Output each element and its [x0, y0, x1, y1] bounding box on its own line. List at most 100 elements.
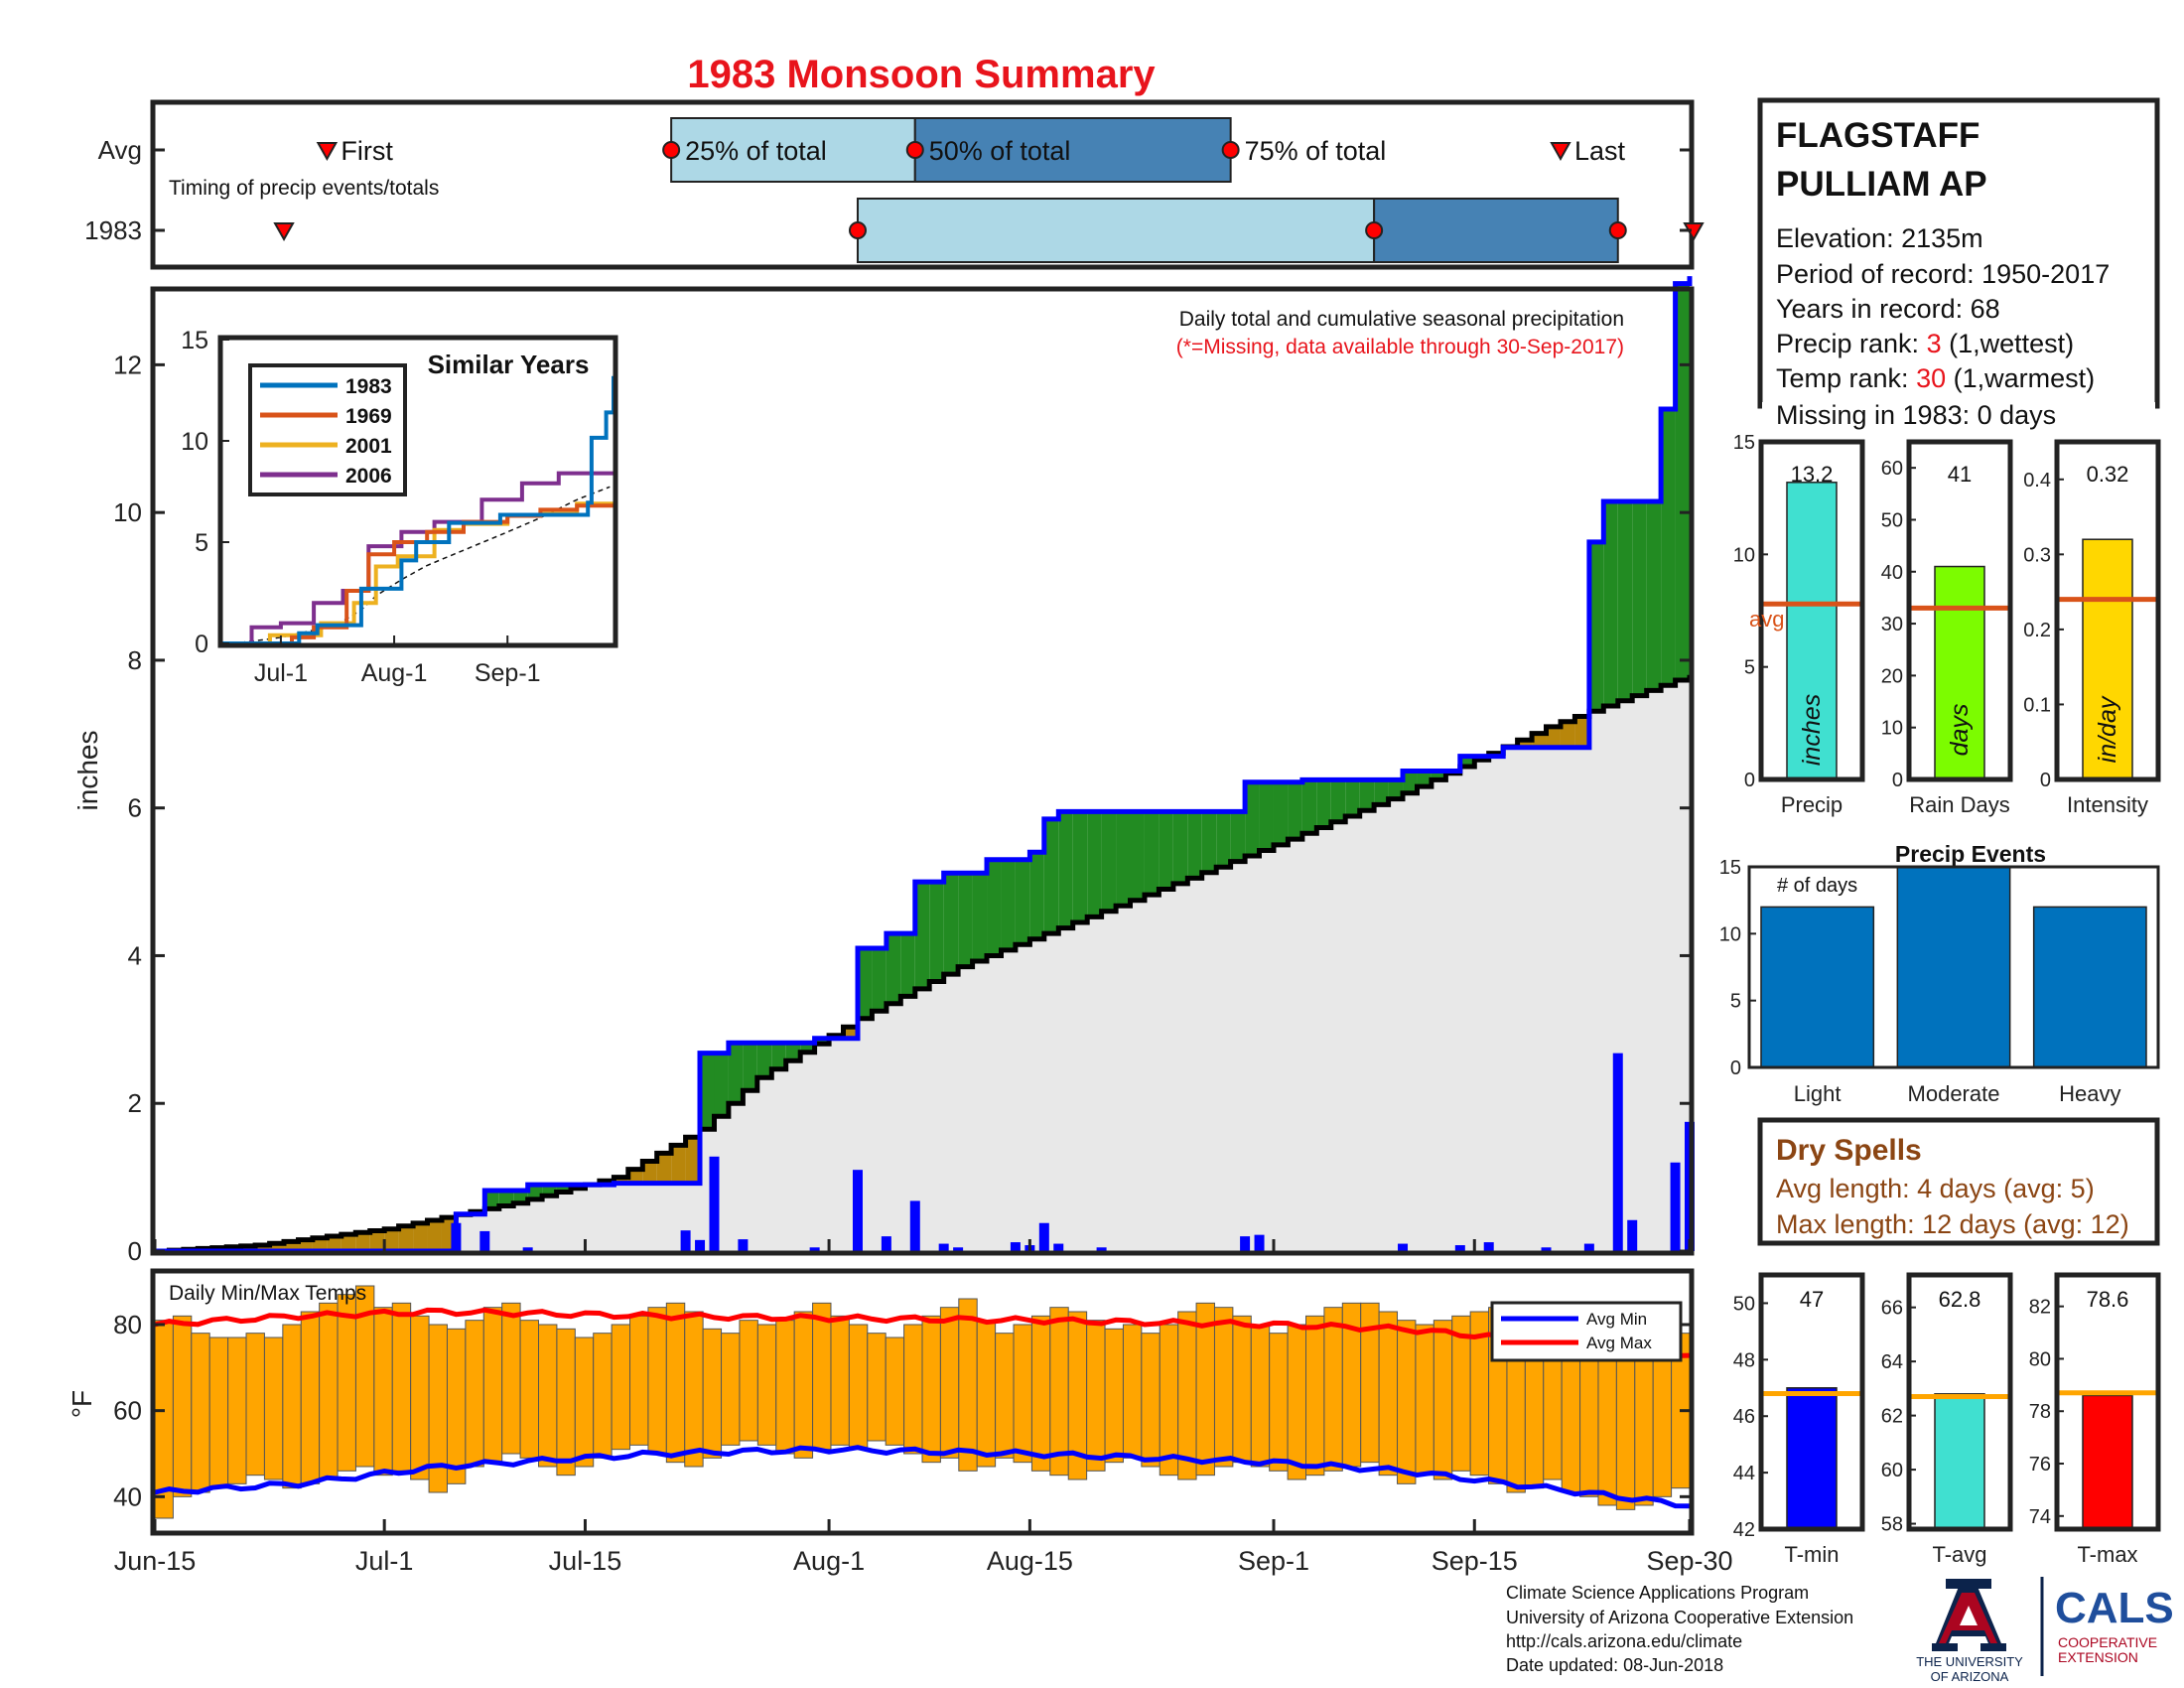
inset-series-2006	[222, 471, 614, 645]
daily-temp-bar	[1269, 1333, 1289, 1472]
cumulative-1983-line	[155, 276, 1693, 1254]
tmin-ytick-label: 48	[1733, 1349, 1755, 1371]
1983-25-50-box	[856, 198, 1376, 263]
temp-label: Daily Min/Max Temps	[169, 1282, 366, 1305]
above-avg-area	[987, 859, 1002, 956]
daily-precip-bar	[522, 1247, 533, 1251]
temp-chart: 40 60 80 °F Daily Min/Max Temps Avg Min Av…	[67, 1239, 1733, 1576]
daily-temp-bar	[1433, 1320, 1453, 1480]
daily-precip-bar	[881, 1236, 891, 1251]
tmax-ytick-label: 82	[2029, 1297, 2051, 1319]
timing-avg-label: Avg	[98, 135, 142, 165]
above-avg-area	[1144, 811, 1160, 896]
main-ytick-label: 2	[128, 1088, 142, 1118]
daily-precip-bar	[1053, 1243, 1064, 1251]
tavg-label: T-avg	[1932, 1542, 1986, 1567]
above-avg-area	[1646, 500, 1662, 691]
below-avg-area	[327, 1235, 341, 1251]
cals-logo-sub1: COOPERATIVE	[2058, 1634, 2157, 1650]
daily-precip-bar	[1398, 1243, 1409, 1251]
daily-precip-bar	[1240, 1236, 1251, 1251]
above-avg-area	[484, 1191, 499, 1209]
above-avg-area	[1661, 409, 1676, 686]
daily-temp-bar	[848, 1324, 869, 1451]
above-avg-area	[542, 1185, 557, 1196]
station-period: Period of record: 1950-2017	[1776, 259, 2110, 289]
daily-temp-bar	[1013, 1324, 1032, 1464]
avg-50-75-box	[913, 117, 1232, 183]
dry-spells-frame	[1757, 1117, 2160, 1246]
below-avg-area	[341, 1234, 356, 1251]
legend-avg-min-text: Avg Min	[1586, 1310, 1647, 1329]
above-avg-area	[714, 1053, 729, 1117]
daily-temp-bar	[958, 1298, 978, 1472]
station-years: Years in record: 68	[1776, 294, 2000, 324]
above-avg-area	[1632, 500, 1647, 696]
temp-frame	[150, 1268, 1695, 1536]
tavg-ytick-label: 66	[1881, 1298, 1903, 1320]
temp-ylabel: °F	[67, 1390, 97, 1418]
main-ytick-label: 0	[128, 1236, 142, 1266]
daily-temp-bar	[556, 1328, 576, 1477]
daily-temp-bar	[1615, 1340, 1636, 1510]
above-avg-area	[1273, 781, 1289, 845]
daily-temp-bar	[263, 1336, 284, 1480]
inset-ytick-label: 15	[181, 327, 208, 354]
daily-precip-bar	[1010, 1242, 1021, 1251]
inset-frame	[217, 335, 618, 648]
tmax-bar	[2082, 1394, 2133, 1530]
daily-precip-bar	[1541, 1247, 1552, 1251]
daily-temp-bar	[647, 1307, 667, 1455]
main-frame	[150, 286, 1695, 1256]
tmax-value: 78.6	[2087, 1287, 2129, 1312]
daily-precip-bar	[1627, 1219, 1638, 1251]
daily-temp-bar	[921, 1315, 941, 1464]
avg-cumulative-area	[155, 674, 1690, 1251]
above-avg-area	[513, 1191, 528, 1203]
rain-days-frame	[1906, 439, 2013, 782]
below-avg-area	[255, 1245, 270, 1251]
events-ytick-label: 0	[1730, 1057, 1741, 1079]
above-avg-area	[1058, 811, 1073, 928]
dry-spells-box: Dry Spells Avg length: 4 days (avg: 5) M…	[1757, 1117, 2160, 1246]
precip-label: Precip	[1781, 792, 1843, 817]
below-avg-area	[240, 1245, 256, 1251]
above-avg-area	[1316, 779, 1331, 828]
station-frame	[1757, 97, 2160, 409]
above-avg-area	[1617, 500, 1633, 701]
cals-logo-sub2: EXTENSION	[2058, 1649, 2138, 1665]
above-avg-area	[1288, 781, 1302, 840]
above-avg-area	[972, 873, 988, 962]
station-name-line2: PULLIAM AP	[1776, 165, 1987, 204]
avg-75-marker	[1221, 141, 1240, 159]
pct25-label: 25% of total	[685, 136, 827, 166]
event-label: Heavy	[2059, 1081, 2120, 1106]
daily-temp-bar	[465, 1320, 484, 1468]
main-ytick-label: 12	[113, 350, 142, 379]
tavg-ytick-label: 60	[1881, 1460, 1903, 1481]
daily-temp-bar	[1397, 1320, 1417, 1484]
daily-temp-bar	[1195, 1302, 1215, 1477]
x-tick-label: Aug-15	[987, 1546, 1073, 1576]
daily-precip-bar	[1096, 1247, 1107, 1251]
ua-a-icon	[1932, 1579, 2006, 1651]
tmax-ytick-label: 76	[2029, 1454, 2051, 1476]
rain-days-ytick-label: 60	[1881, 458, 1903, 480]
daily-temp-bar	[739, 1320, 758, 1442]
x-tick-label: Sep-30	[1646, 1546, 1732, 1576]
daily-temp-bar	[1049, 1307, 1069, 1477]
x-tick-label: Jul-1	[355, 1546, 414, 1576]
events-ytick-label: 10	[1719, 923, 1741, 945]
intensity-ytick-label: 0.2	[2023, 620, 2051, 641]
rain-days-inner-label: days	[1946, 704, 1974, 757]
event-label: Light	[1794, 1081, 1842, 1106]
footer: Climate Science Applications Program Uni…	[1506, 1583, 1853, 1675]
above-avg-area	[1374, 779, 1389, 805]
above-avg-area	[1087, 811, 1102, 917]
station-box: FLAGSTAFF PULLIAM AP Elevation: 2135m Pe…	[1757, 97, 2160, 409]
daily-temp-bar	[885, 1336, 905, 1446]
daily-temp-bar	[995, 1333, 1015, 1459]
intensity-ytick-label: 0	[2040, 770, 2051, 791]
below-avg-area	[614, 1177, 628, 1184]
dry-spells-title: Dry Spells	[1776, 1134, 1922, 1167]
